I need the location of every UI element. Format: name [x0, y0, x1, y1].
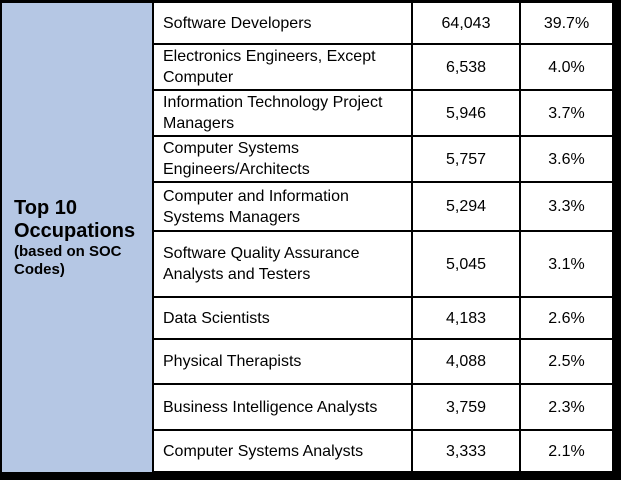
percent-cell: 3.6% [521, 137, 612, 181]
occupation-cell: Information Technology Project Managers [154, 91, 411, 135]
table-row: Information Technology Project Managers … [154, 91, 612, 135]
table-header-cell: Top 10 Occupations (based on SOC Codes) [2, 3, 152, 472]
table-row: Computer and Information Systems Manager… [154, 183, 612, 230]
count-cell: 3,759 [413, 385, 519, 429]
percent-cell: 3.7% [521, 91, 612, 135]
percent-cell: 39.7% [521, 3, 612, 43]
table-row: Software Developers 64,043 39.7% [154, 3, 612, 43]
table-title: Top 10 Occupations [14, 196, 136, 242]
occupation-cell: Business Intelligence Analysts [154, 385, 411, 429]
count-cell: 5,045 [413, 232, 519, 296]
percent-cell: 3.3% [521, 183, 612, 230]
table-row: Business Intelligence Analysts 3,759 2.3… [154, 385, 612, 429]
count-cell: 6,538 [413, 45, 519, 89]
occupation-cell: Computer Systems Engineers/Architects [154, 137, 411, 181]
occupation-cell: Software Developers [154, 3, 411, 43]
percent-cell: 2.6% [521, 298, 612, 338]
occupation-cell: Software Quality Assurance Analysts and … [154, 232, 411, 296]
percent-cell: 2.1% [521, 431, 612, 471]
table-subtitle: (based on SOC Codes) [14, 242, 122, 278]
table-row: Electronics Engineers, Except Computer 6… [154, 45, 612, 89]
table-grid: Top 10 Occupations (based on SOC Codes) … [2, 3, 612, 472]
count-cell: 4,088 [413, 340, 519, 383]
occupation-cell: Physical Therapists [154, 340, 411, 383]
table-row: Computer Systems Engineers/Architects 5,… [154, 137, 612, 181]
occupation-cell: Data Scientists [154, 298, 411, 338]
table-row: Physical Therapists 4,088 2.5% [154, 340, 612, 383]
count-cell: 5,294 [413, 183, 519, 230]
table-body: Software Developers 64,043 39.7% Electro… [154, 3, 612, 471]
table-row: Computer Systems Analysts 3,333 2.1% [154, 431, 612, 471]
occupation-cell: Computer and Information Systems Manager… [154, 183, 411, 230]
count-cell: 4,183 [413, 298, 519, 338]
percent-cell: 3.1% [521, 232, 612, 296]
table-row: Data Scientists 4,183 2.6% [154, 298, 612, 338]
percent-cell: 4.0% [521, 45, 612, 89]
percent-cell: 2.5% [521, 340, 612, 383]
count-cell: 5,757 [413, 137, 519, 181]
occupation-cell: Computer Systems Analysts [154, 431, 411, 471]
table-row: Software Quality Assurance Analysts and … [154, 232, 612, 296]
percent-cell: 2.3% [521, 385, 612, 429]
count-cell: 64,043 [413, 3, 519, 43]
occupation-cell: Electronics Engineers, Except Computer [154, 45, 411, 89]
count-cell: 3,333 [413, 431, 519, 471]
count-cell: 5,946 [413, 91, 519, 135]
